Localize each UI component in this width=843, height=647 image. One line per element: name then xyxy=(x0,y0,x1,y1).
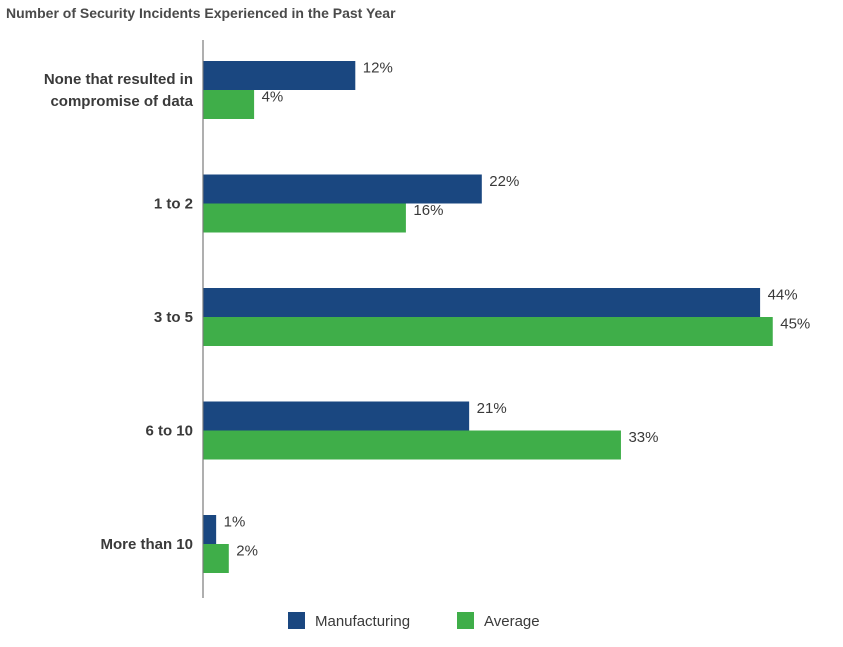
category-label: compromise of data xyxy=(50,93,193,110)
bar-average xyxy=(203,430,621,460)
legend-swatch-manufacturing xyxy=(288,612,305,629)
legend: Manufacturing Average xyxy=(288,612,540,630)
bar-manufacturing xyxy=(203,401,470,431)
bar-average xyxy=(203,90,255,119)
data-label: 33% xyxy=(628,429,658,446)
data-label: 22% xyxy=(489,173,519,190)
legend-label-average: Average xyxy=(484,613,540,630)
category-label: More than 10 xyxy=(100,536,193,553)
legend-swatch-average xyxy=(457,612,474,629)
data-label: 2% xyxy=(236,543,258,560)
labels-group: None that resulted in compromise of data 1… xyxy=(44,60,810,560)
data-label: 21% xyxy=(477,400,507,417)
bar-manufacturing xyxy=(203,288,761,317)
data-label: 16% xyxy=(413,202,443,219)
bar-manufacturing xyxy=(203,61,356,90)
bar-average xyxy=(203,203,406,233)
bars-group xyxy=(203,61,773,573)
category-label: 6 to 10 xyxy=(145,423,193,440)
bar-manufacturing xyxy=(203,515,217,544)
bar-manufacturing xyxy=(203,174,482,204)
bar-average xyxy=(203,544,229,573)
category-label: 3 to 5 xyxy=(154,309,193,326)
category-label: None that resulted in xyxy=(44,71,193,88)
bar-average xyxy=(203,317,773,346)
data-label: 4% xyxy=(262,89,284,106)
data-label: 12% xyxy=(363,60,393,77)
data-label: 45% xyxy=(780,316,810,333)
category-label: 1 to 2 xyxy=(154,196,193,213)
chart-title: Number of Security Incidents Experienced… xyxy=(6,5,396,21)
data-label: 1% xyxy=(224,514,246,531)
legend-label-manufacturing: Manufacturing xyxy=(315,613,410,630)
data-label: 44% xyxy=(768,287,798,304)
